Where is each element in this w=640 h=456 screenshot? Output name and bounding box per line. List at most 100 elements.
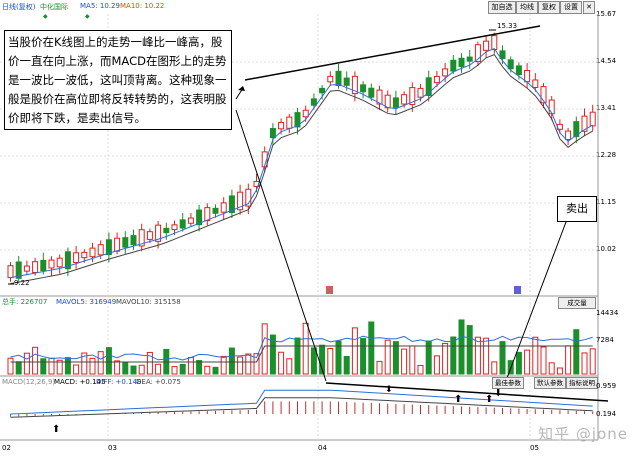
macd-tick: 0.959: [596, 382, 617, 390]
candle-body: [360, 84, 367, 93]
event-marker[interactable]: [514, 286, 521, 294]
candle-body: [204, 207, 211, 222]
candle-body: [409, 87, 416, 106]
macd-value: MACD: +0.145: [54, 378, 106, 386]
close-icon[interactable]: ✕: [583, 1, 595, 14]
candle-body: [48, 259, 55, 269]
ma5-line: [10, 48, 593, 279]
volume-bar: [48, 357, 55, 375]
adjust-button[interactable]: 复权: [538, 1, 560, 14]
volume-tick: 14434: [596, 309, 619, 317]
volume-bar: [89, 357, 96, 375]
candle-body: [499, 50, 506, 59]
volume-bar: [524, 349, 531, 375]
period-label[interactable]: 日线(复权): [2, 3, 36, 11]
indicator-help-button[interactable]: 指标说明: [566, 377, 598, 389]
volume-bar: [548, 362, 555, 375]
price-peak-trendline: [244, 25, 541, 81]
diamond-icon: ◆: [85, 13, 90, 20]
volume-bar: [23, 352, 30, 375]
volume-bar: [228, 347, 235, 375]
volume-bar: [130, 365, 137, 375]
price-tick: 10.02: [596, 245, 617, 253]
volume-bar: [376, 360, 383, 375]
macd-tick: 0.194: [596, 410, 617, 418]
candle-body: [548, 99, 555, 115]
candle-body: [64, 251, 71, 270]
volume-bar: [573, 329, 580, 375]
arrow-down-icon: ⬇: [385, 385, 393, 395]
candle-body: [319, 87, 326, 94]
volume-bar: [417, 364, 424, 375]
candle-body: [56, 257, 63, 268]
candle-body: [327, 75, 334, 83]
candle-body: [32, 261, 39, 273]
macd-bars: [10, 401, 594, 417]
volume-bar: [187, 356, 194, 375]
volume-bar: [278, 351, 285, 375]
candle-body: [81, 251, 88, 259]
add-watchlist-button[interactable]: 加自选: [488, 1, 516, 14]
volume-bar: [81, 352, 88, 375]
volume-bar: [532, 336, 539, 375]
best-params-button[interactable]: 最佳参数: [492, 377, 524, 389]
volume-bar: [286, 358, 293, 375]
candle-body: [187, 217, 194, 224]
dea-line: [10, 397, 593, 418]
volume-bar: [310, 347, 317, 375]
candle-body: [269, 128, 276, 139]
volume-tick: 7284: [596, 336, 614, 344]
mavol5-value: MAVOL5: 316949: [56, 298, 117, 306]
volume-bar: [220, 355, 227, 375]
date-tick: 04: [318, 444, 327, 452]
volume-bar: [327, 347, 334, 375]
chart-header: 日线(复权) 中化国际 MA5: 10.29 MA10: 10.22 加自选 均…: [0, 0, 640, 14]
volume-bar: [204, 365, 211, 375]
candle-body: [458, 57, 465, 68]
candle-body: [163, 227, 170, 234]
candle-body: [310, 98, 317, 106]
volume-bar: [196, 360, 203, 375]
volume-bar: [368, 321, 375, 375]
volume-bar: [122, 361, 129, 375]
date-tick: 05: [530, 444, 539, 452]
price-tick: 11.15: [596, 198, 617, 206]
volume-bar: [343, 356, 350, 375]
volume-indicator-select[interactable]: 成交量: [558, 297, 596, 309]
volume-bar: [351, 327, 358, 375]
settings-button[interactable]: 设置: [560, 1, 582, 14]
macd-peak-trendline: [325, 382, 609, 402]
candle-body: [384, 94, 391, 109]
price-tick: 15.67: [596, 10, 617, 18]
volume-bar: [319, 344, 326, 375]
candle-body: [433, 75, 440, 84]
volume-bar: [40, 358, 47, 375]
volume-bar: [15, 361, 22, 375]
candle-body: [466, 56, 473, 62]
default-params-button[interactable]: 默认参数: [534, 377, 566, 389]
ma-button[interactable]: 均线: [516, 1, 538, 14]
price-tick: 14.54: [596, 57, 617, 65]
candle-body: [212, 207, 219, 214]
volume-bar: [442, 342, 449, 375]
volume-bar: [138, 364, 145, 375]
candle-body: [401, 94, 408, 105]
candle-body: [442, 68, 449, 77]
volume-bar: [589, 348, 596, 375]
volume-bar: [97, 351, 104, 375]
candle-body: [114, 237, 121, 252]
event-marker[interactable]: [326, 286, 333, 294]
candle-body: [89, 247, 96, 258]
candle-body: [392, 97, 399, 108]
volume-bar: [474, 336, 481, 375]
volume-bar: [212, 366, 219, 375]
candle-body: [565, 130, 572, 141]
candle-body: [425, 77, 432, 96]
volume-bar: [32, 346, 39, 375]
volume-bar: [581, 352, 588, 375]
volume-bar: [171, 366, 178, 375]
arrow-down-icon: ⬇: [494, 388, 502, 399]
candle-body: [343, 77, 350, 86]
ma10-line: [10, 54, 593, 285]
candle-body: [589, 111, 596, 127]
